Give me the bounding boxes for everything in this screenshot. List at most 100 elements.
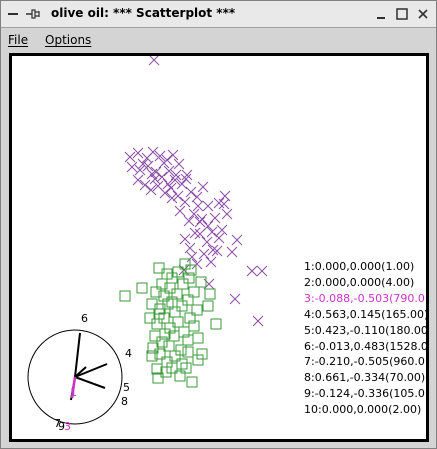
coord-row-7: 7:-0.210,-0.505(960.0 [304, 355, 425, 369]
purple-point-48 [231, 234, 243, 246]
maximize-icon[interactable] [394, 6, 410, 22]
green-point-16 [182, 294, 194, 306]
purple-point-53 [174, 205, 186, 217]
purple-point-63 [252, 315, 264, 327]
green-point-40 [136, 282, 148, 294]
green-point-53 [153, 308, 165, 320]
menu-options[interactable]: Options [45, 33, 92, 47]
axis-label-8: 8 [121, 395, 128, 408]
menu-dash-icon[interactable] [5, 6, 21, 22]
green-point-59 [180, 362, 192, 374]
coord-row-8: 8:0.661,-0.334(70.00) [304, 371, 426, 385]
purple-point-49 [218, 198, 230, 210]
green-point-61 [192, 354, 204, 366]
purple-point-52 [166, 192, 178, 204]
green-point-15 [176, 300, 188, 312]
green-point-44 [160, 366, 172, 378]
green-point-48 [166, 296, 178, 308]
purple-point-45 [191, 258, 203, 270]
purple-point-69 [162, 178, 174, 190]
menu-file[interactable]: File [8, 33, 29, 47]
green-point-29 [168, 330, 180, 342]
purple-point-21 [145, 184, 157, 196]
purple-point-71 [226, 246, 238, 258]
plot-frame: 6 4 5 8 7 9 3 1 1:0.000,0.000(1.00) 2:0.0… [9, 53, 429, 442]
green-point-5 [150, 286, 162, 298]
purple-point-19 [132, 174, 144, 186]
purple-point-62 [256, 265, 268, 277]
purple-point-15 [163, 165, 175, 177]
axis-4-line [74, 363, 108, 378]
purple-point-27 [185, 186, 197, 198]
purple-point-35 [216, 224, 228, 236]
axis-label-7: 7 [54, 417, 61, 430]
purple-point-43 [198, 248, 210, 260]
green-point-45 [188, 320, 200, 332]
purple-point-20 [139, 179, 151, 191]
purple-point-23 [159, 187, 171, 199]
close-icon[interactable] [415, 6, 431, 22]
green-point-46 [192, 332, 204, 344]
axes-circle [27, 329, 123, 425]
purple-point-34 [209, 212, 221, 224]
title-bar[interactable]: olive oil: *** Scatterplot *** [1, 1, 436, 28]
purple-point-9 [173, 158, 185, 170]
green-point-56 [202, 300, 214, 312]
purple-point-65 [170, 169, 182, 181]
purple-cluster [124, 56, 268, 327]
purple-point-40 [201, 236, 213, 248]
purple-point-29 [197, 181, 209, 193]
purple-point-13 [150, 166, 162, 178]
purple-point-64 [229, 293, 241, 305]
purple-point-26 [179, 196, 191, 208]
purple-point-2 [124, 151, 136, 163]
green-point-26 [149, 330, 161, 342]
green-point-30 [175, 344, 187, 356]
green-point-38 [151, 363, 163, 375]
green-point-51 [185, 264, 197, 276]
axes-widget [27, 329, 123, 425]
axis-label-1: 1 [70, 386, 77, 399]
purple-point-8 [167, 149, 179, 161]
green-point-55 [195, 276, 207, 288]
purple-point-56 [196, 213, 208, 225]
green-point-4 [156, 278, 168, 290]
green-cluster [119, 258, 222, 388]
menu-bar: File Options [1, 28, 436, 52]
pin-icon[interactable] [25, 6, 41, 22]
green-point-54 [147, 342, 159, 354]
axis-label-6: 6 [81, 312, 88, 325]
purple-point-18 [181, 169, 193, 181]
coord-row-3: 3:-0.088,-0.503(790.0 [304, 291, 425, 305]
green-point-6 [158, 290, 170, 302]
purple-point-68 [180, 173, 192, 185]
green-point-49 [172, 266, 184, 278]
green-point-50 [179, 258, 191, 270]
green-point-23 [172, 316, 184, 328]
scatterplot-canvas[interactable]: 6 4 5 8 7 9 3 1 1:0.000,0.000(1.00) 2:0.0… [12, 56, 426, 439]
coord-row-4: 4:0.563,0.145(165.00) [304, 307, 426, 321]
green-point-60 [186, 376, 198, 388]
purple-point-11 [134, 164, 146, 176]
axis-label-4: 4 [125, 347, 132, 360]
green-point-34 [169, 350, 181, 362]
purple-point-59 [186, 251, 198, 263]
purple-point-51 [137, 158, 149, 170]
minimize-icon[interactable] [373, 6, 389, 22]
purple-point-55 [189, 227, 201, 239]
purple-point-6 [154, 150, 166, 162]
coordinate-list: 1:0.000,0.000(1.00) 2:0.000,0.000(4.00) 3:… [304, 259, 426, 418]
green-point-57 [166, 362, 178, 374]
purple-point-5 [147, 146, 159, 158]
green-point-41 [204, 288, 216, 300]
purple-point-36 [221, 208, 233, 220]
green-point-27 [156, 336, 168, 348]
purple-point-17 [176, 178, 188, 190]
axis-6-line [74, 332, 81, 378]
purple-point-32 [194, 216, 206, 228]
purple-point-67 [149, 173, 161, 185]
scatterplot-svg [27, 56, 268, 425]
purple-point-10 [126, 161, 138, 173]
green-point-37 [146, 350, 158, 362]
